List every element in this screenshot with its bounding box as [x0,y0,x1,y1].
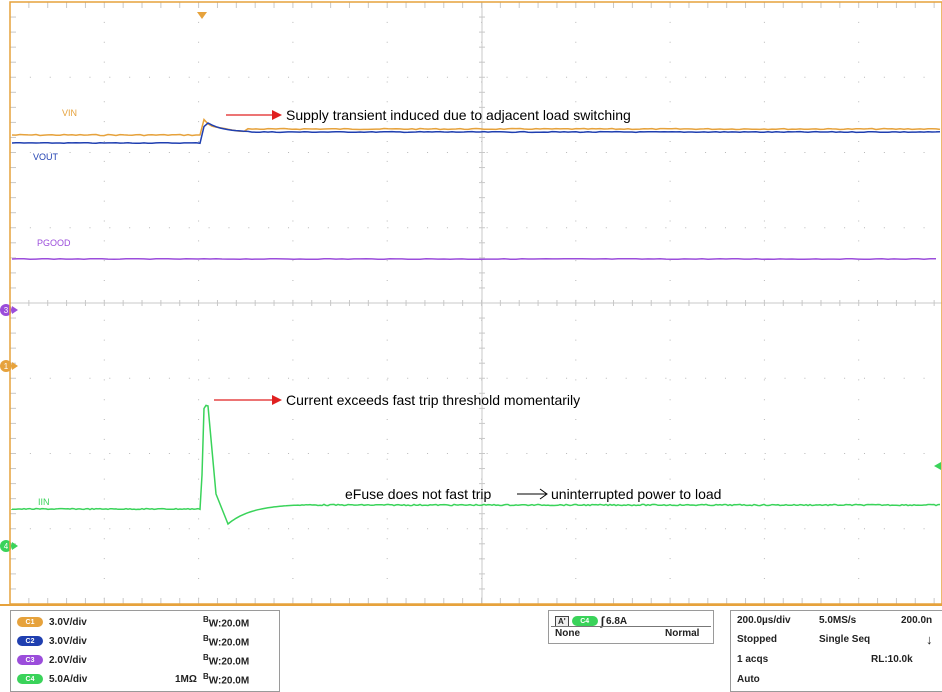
iin-label: IIN [38,497,50,507]
channel-bandwidth: BW:20.0M [203,672,249,686]
vout-label: VOUT [33,152,59,162]
supply-annotation-text: Supply transient induced due to adjacent… [286,107,631,123]
scope-display: VIN VOUT PGOOD IIN 3 1 4 Supply transien… [0,1,942,604]
graticule [9,1,942,604]
acquisition-state: Stopped [737,634,777,645]
svg-text:4: 4 [4,542,9,551]
channel-scale: 3.0V/div [49,635,87,647]
current-annotation-text: Current exceeds fast trip threshold mome… [286,392,580,408]
rising-edge-icon: ∫ [600,614,604,628]
channel-bandwidth: BW:20.0M [203,634,249,648]
bandwidth-value: W:20.0M [208,675,250,687]
efuse-annotation-left: eFuse does not fast trip [345,486,492,502]
trigger-type: Normal [665,628,700,639]
channel-badge[interactable]: C2 [17,636,43,646]
trigger-mode: Auto [737,674,760,685]
trigger-mode-badge: A' [555,615,569,627]
channel-row-1[interactable]: C1 3.0V/div BW:20.0M [17,614,279,630]
channel-bandwidth: BW:20.0M [203,615,249,629]
efuse-annotation-right: uninterrupted power to load [551,486,721,502]
vout-trace [11,122,941,145]
channel-row-4[interactable]: C4 5.0A/div 1MΩ BW:20.0M [17,671,279,687]
svg-text:3: 3 [4,306,9,315]
iin-trace [11,404,941,526]
trigger-channel-badge: C4 [571,616,598,626]
svg-text:1: 1 [4,362,9,371]
horizontal-position: 200.0n [901,615,933,626]
current-annotation: Current exceeds fast trip threshold mome… [214,392,580,408]
time-per-div: 200.0µs/div [737,615,791,626]
channel-badge[interactable]: C3 [17,655,43,665]
sample-rate: 5.0MS/s [819,615,857,626]
channel-coupling: 1MΩ [175,673,197,685]
ch3-ground-marker[interactable]: 3 [0,304,18,316]
record-length: RL:10.0k [871,654,913,665]
trigger-source: None [555,628,580,639]
trigger-level: 6.8A [605,615,628,627]
bandwidth-value: W:20.0M [208,618,250,630]
ch1-ground-marker[interactable]: 1 [0,360,18,372]
supply-annotation: Supply transient induced due to adjacent… [226,107,631,123]
channel-badge[interactable]: C1 [17,617,43,627]
right-arrow-icon [517,488,548,500]
channel-scale: 5.0A/div [49,673,88,685]
channel-row-3[interactable]: C3 2.0V/div BW:20.0M [17,652,279,668]
trigger-panel[interactable]: A' C4 ∫ 6.8A None Normal [548,610,714,644]
efuse-annotation: eFuse does not fast trip uninterrupted p… [345,486,721,502]
channel-settings-panel: C1 3.0V/div BW:20.0M C2 3.0V/div BW:20.0M C3 2.… [10,610,280,692]
trigger-level-marker[interactable] [934,462,941,470]
waveform-canvas: VIN VOUT PGOOD IIN 3 1 4 Supply transien… [0,1,942,604]
vin-label: VIN [62,108,77,118]
pgood-trace [11,257,936,261]
acquisition-mode: Single Seq [819,634,871,645]
single-seq-icon: ↓ [926,632,933,647]
scope-status-bar: C1 3.0V/div BW:20.0M C2 3.0V/div BW:20.0M C3 2.… [0,604,942,692]
bandwidth-value: W:20.0M [208,656,250,668]
channel-badge[interactable]: C4 [17,674,43,684]
timebase-panel[interactable]: 200.0µs/div 5.0MS/s 200.0n Stopped Singl… [730,610,942,692]
vin-trace [11,117,941,137]
trigger-position-marker[interactable] [197,12,207,19]
bandwidth-prefix: B [203,633,209,643]
display-frame [9,1,942,604]
bandwidth-prefix: B [203,671,209,681]
pgood-label: PGOOD [37,238,71,248]
bandwidth-prefix: B [203,614,209,624]
acquisition-count: 1 acqs [737,654,769,665]
channel-scale: 2.0V/div [49,654,87,666]
channel-scale: 3.0V/div [49,616,87,628]
channel-bandwidth: BW:20.0M [203,653,249,667]
bandwidth-value: W:20.0M [208,637,250,649]
bandwidth-prefix: B [203,652,209,662]
channel-row-2[interactable]: C2 3.0V/div BW:20.0M [17,633,279,649]
ch4-ground-marker[interactable]: 4 [0,540,18,552]
